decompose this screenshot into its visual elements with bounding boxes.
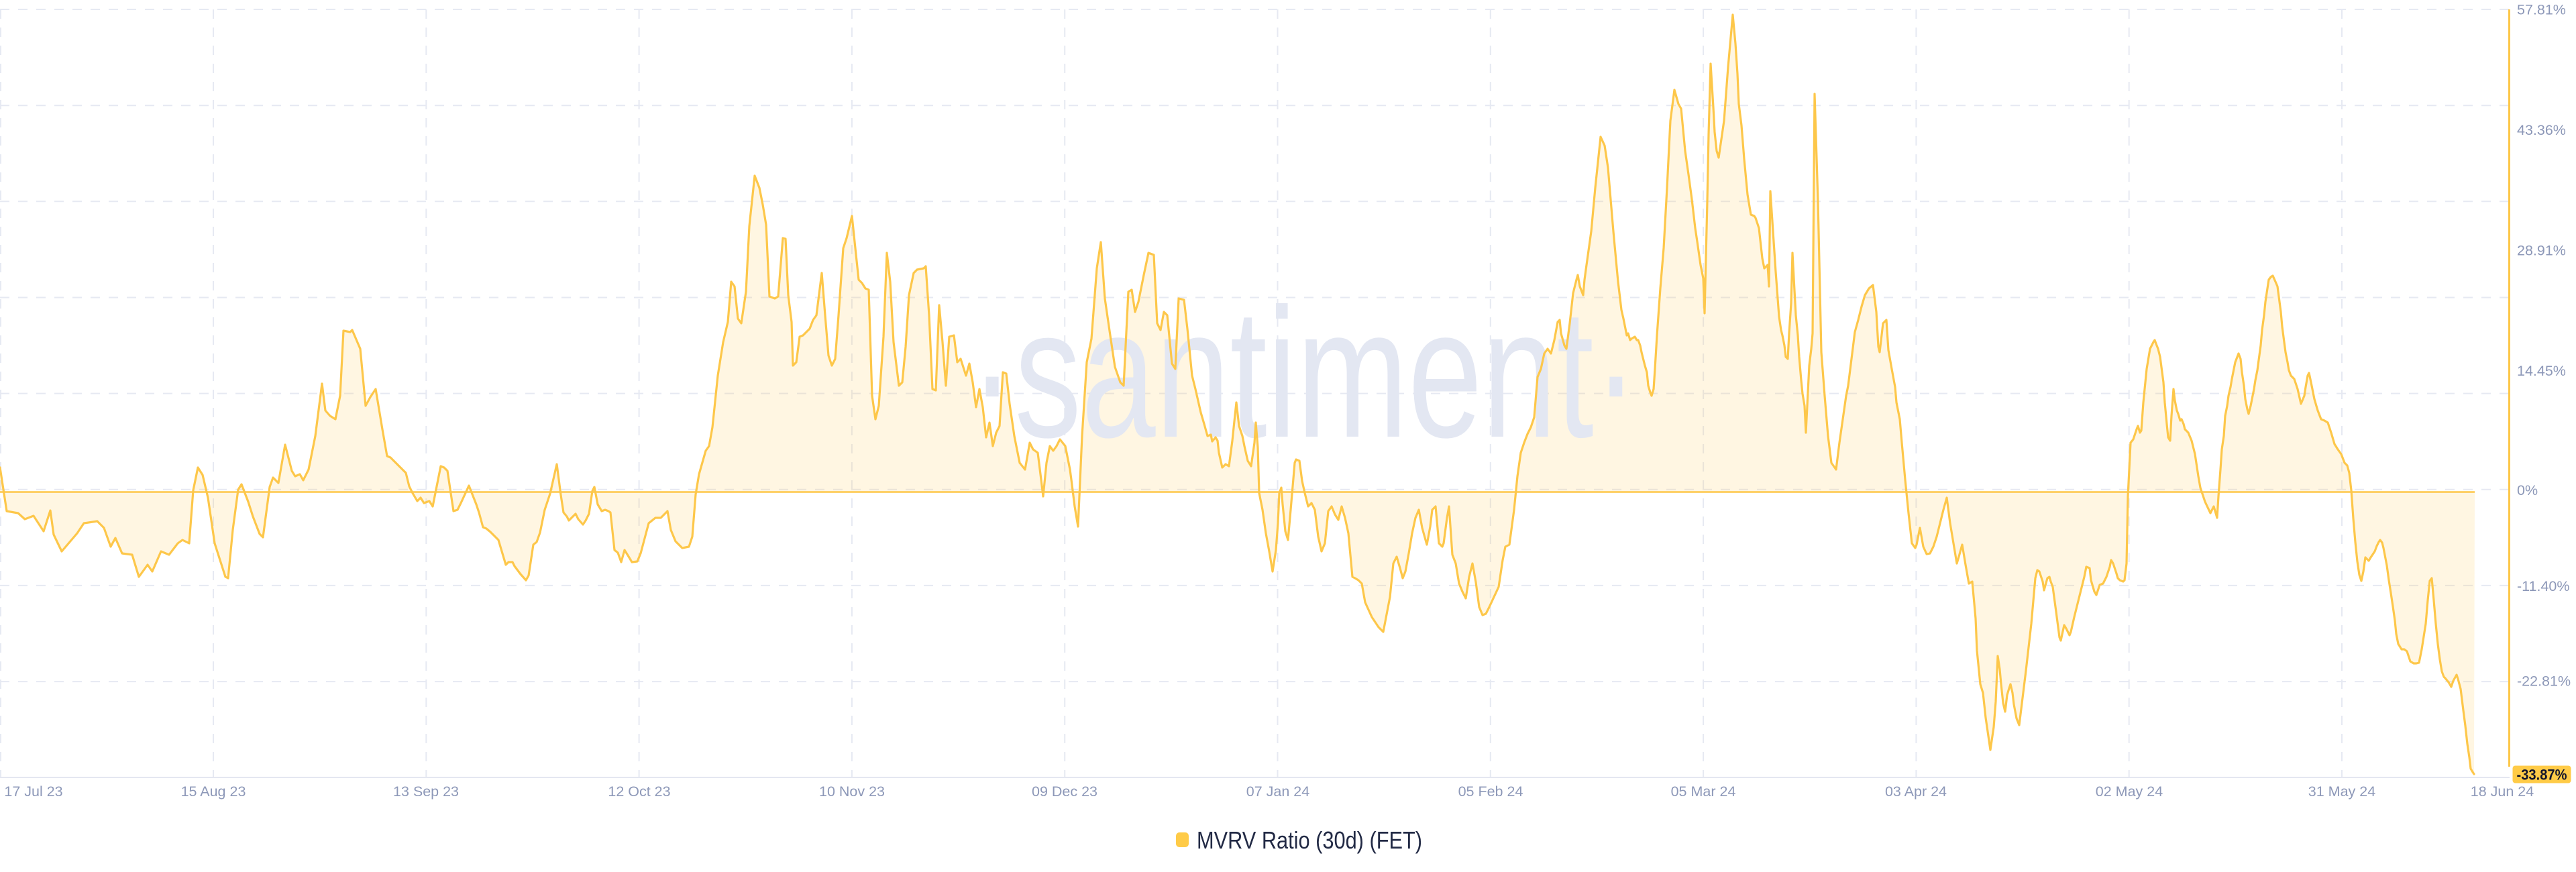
svg-text:-33.87%: -33.87%	[2517, 767, 2567, 783]
svg-text:12 Oct 23: 12 Oct 23	[608, 783, 670, 800]
svg-text:14.45%: 14.45%	[2517, 363, 2566, 379]
svg-text:10 Nov 23: 10 Nov 23	[819, 783, 885, 800]
svg-text:05 Mar 24: 05 Mar 24	[1671, 783, 1736, 800]
svg-text:03 Apr 24: 03 Apr 24	[1885, 783, 1947, 800]
svg-text:18 Jun 24: 18 Jun 24	[2471, 783, 2534, 800]
svg-text:07 Jan 24: 07 Jan 24	[1246, 783, 1309, 800]
svg-text:31 May 24: 31 May 24	[2308, 783, 2375, 800]
svg-text:-22.81%: -22.81%	[2517, 673, 2571, 690]
svg-text:0%: 0%	[2517, 482, 2538, 498]
svg-text:28.91%: 28.91%	[2517, 243, 2566, 259]
svg-text:15 Aug 23: 15 Aug 23	[181, 783, 246, 800]
svg-text:MVRV Ratio (30d) (FET): MVRV Ratio (30d) (FET)	[1197, 826, 1422, 854]
svg-text:43.36%: 43.36%	[2517, 122, 2566, 138]
svg-text:05 Feb 24: 05 Feb 24	[1458, 783, 1523, 800]
svg-text:17 Jul 23: 17 Jul 23	[4, 783, 62, 800]
svg-text:13 Sep 23: 13 Sep 23	[393, 783, 459, 800]
svg-text:-11.40%: -11.40%	[2517, 578, 2569, 594]
svg-text:09 Dec 23: 09 Dec 23	[1032, 783, 1097, 800]
svg-text:02 May 24: 02 May 24	[2096, 783, 2163, 800]
svg-text:57.81%: 57.81%	[2517, 2, 2566, 18]
